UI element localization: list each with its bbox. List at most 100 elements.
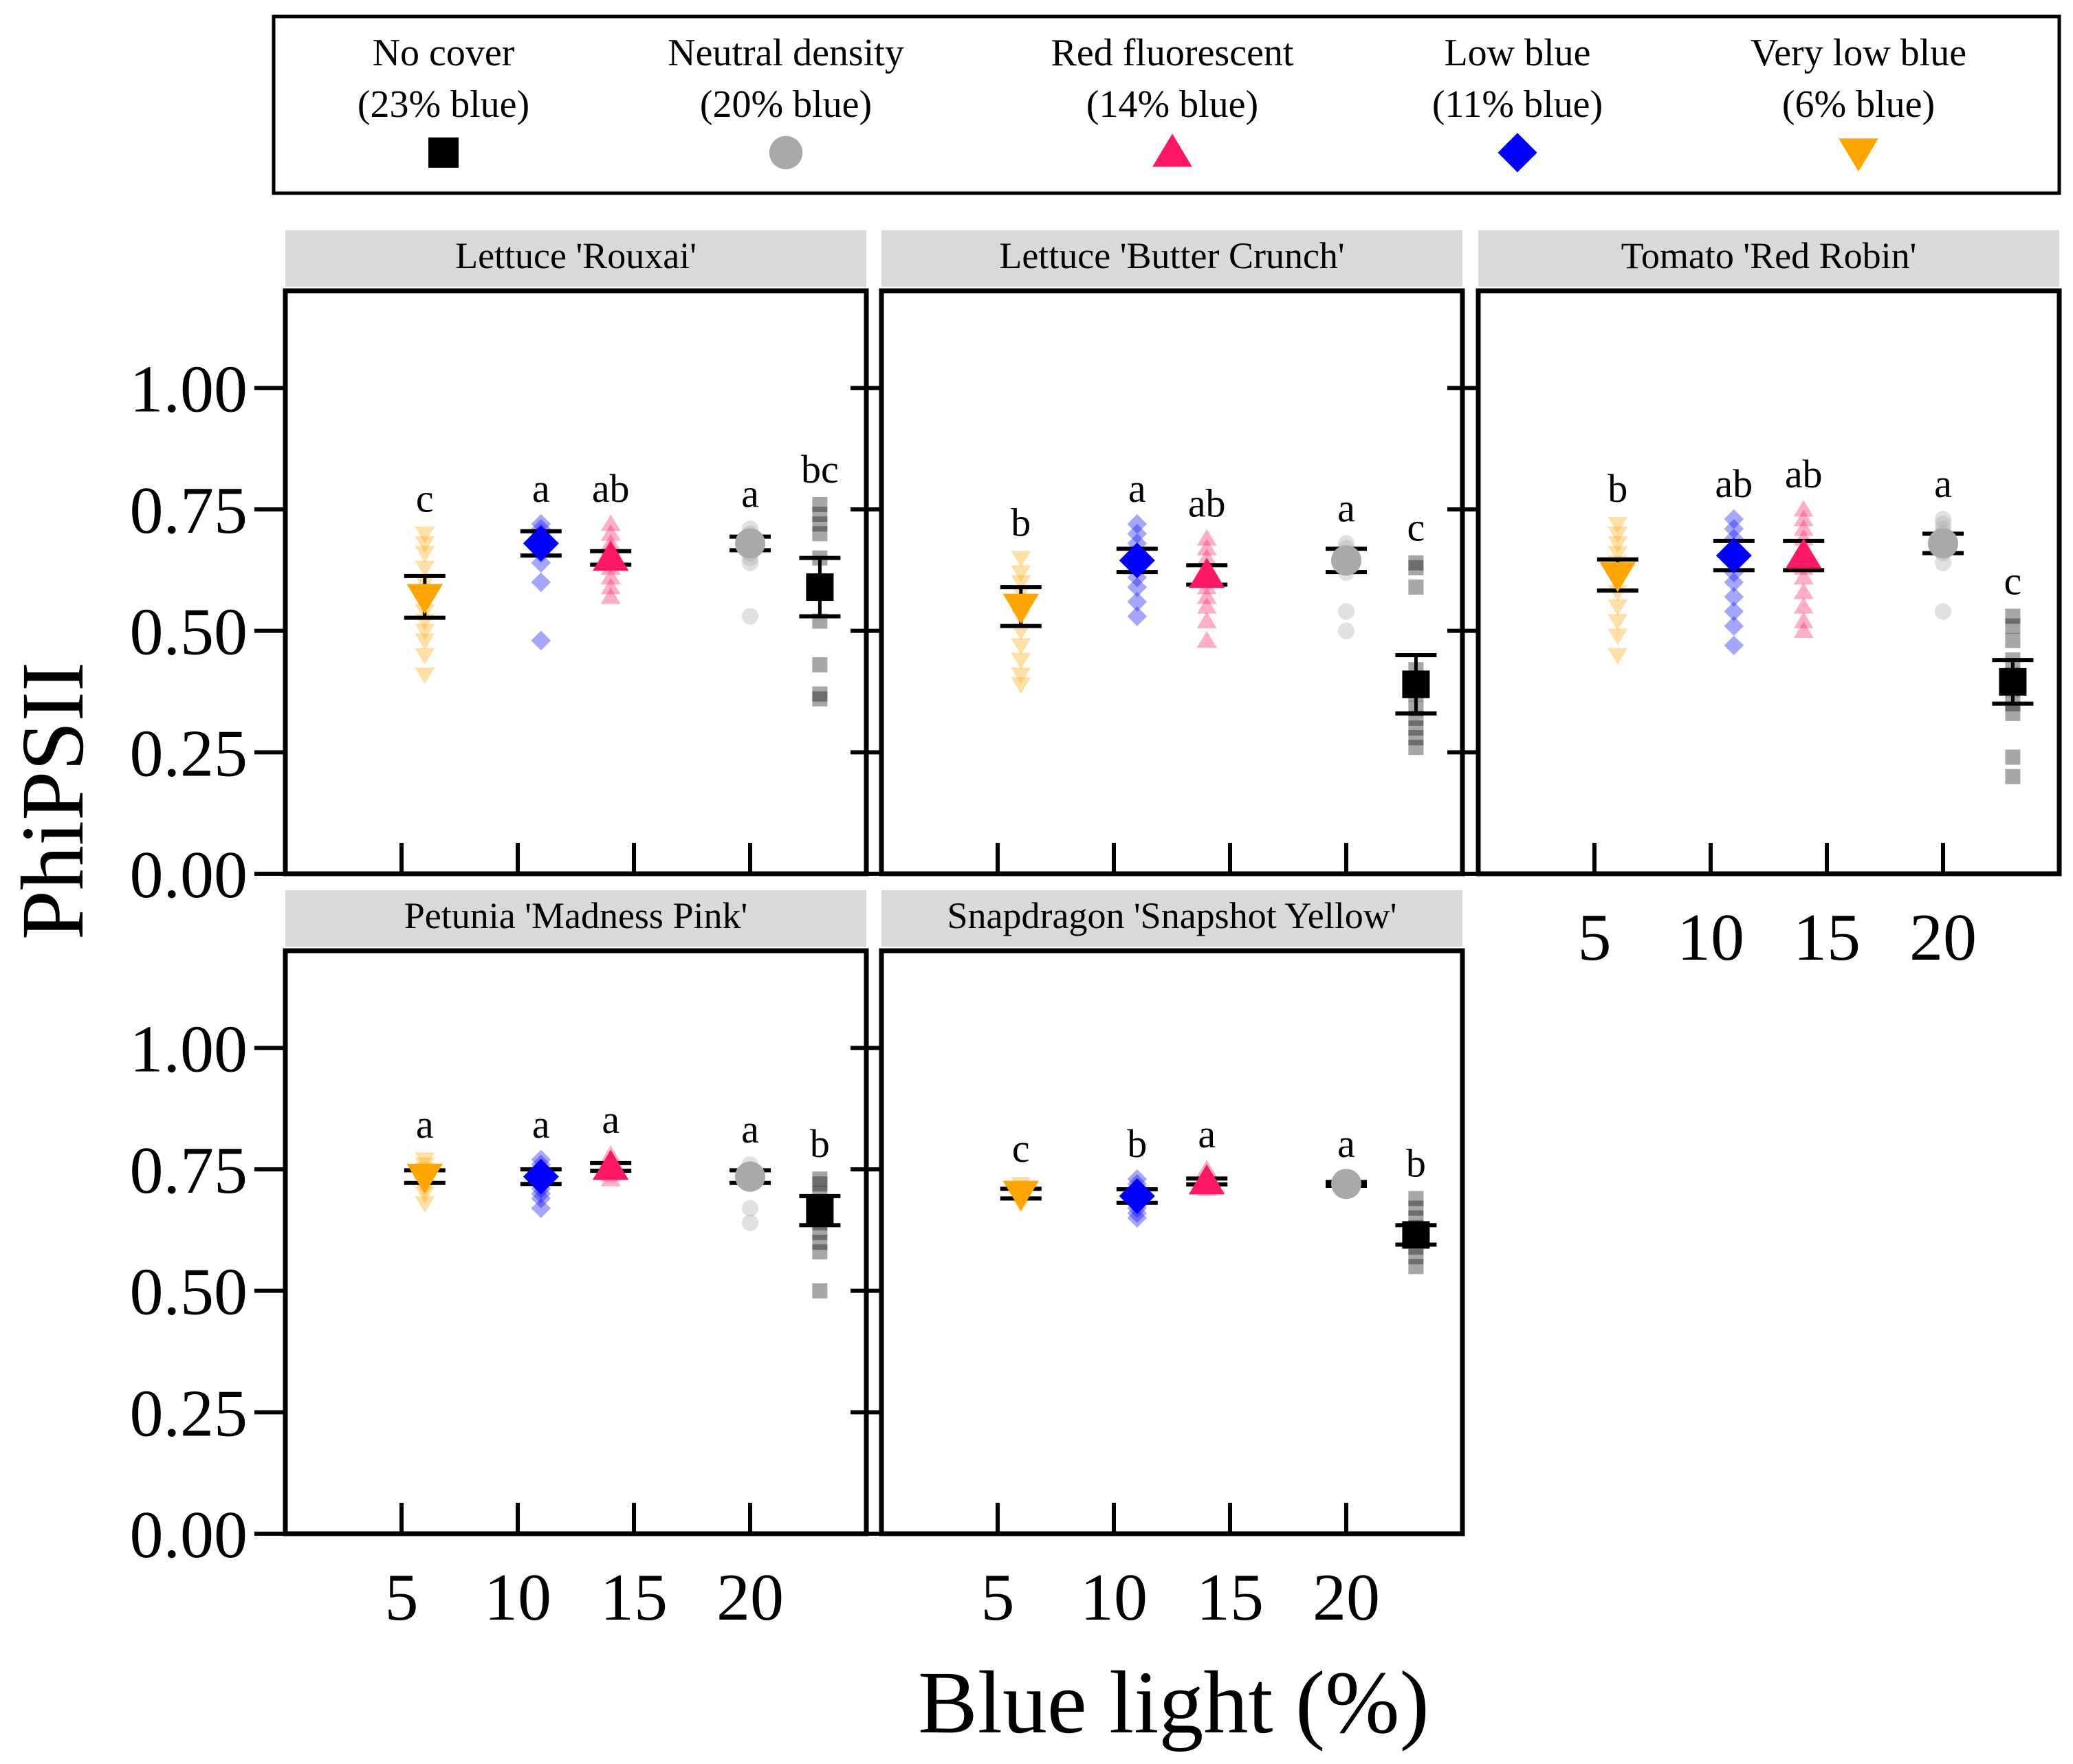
data-point-low_blue — [531, 1198, 551, 1218]
data-point-neutral — [1337, 603, 1355, 620]
data-point-red — [1793, 519, 1814, 536]
data-point-vlow_blue — [1011, 565, 1031, 582]
y-tick-label: 0.75 — [130, 474, 248, 548]
data-point-low_blue — [1724, 586, 1744, 607]
data-point-red — [1793, 597, 1814, 614]
x-tick-label: 15 — [1793, 901, 1861, 975]
significance-label-red: a — [602, 1097, 619, 1142]
mean-marker-no_cover — [1402, 1221, 1430, 1249]
significance-label-no_cover: c — [2004, 558, 2022, 603]
legend-label-no_cover: No cover — [373, 32, 515, 74]
data-point-red — [1793, 509, 1814, 527]
x-tick-label: 5 — [981, 1561, 1015, 1635]
panel-title: Snapdragon 'Snapshot Yellow' — [947, 895, 1397, 936]
x-tick-label: 15 — [600, 1561, 668, 1635]
mean-marker-vlow_blue — [406, 584, 443, 615]
mean-marker-red — [592, 1149, 629, 1180]
y-tick-label: 0.25 — [130, 1376, 248, 1451]
data-point-no_cover — [812, 1176, 828, 1192]
data-point-red — [1793, 582, 1814, 599]
data-point-vlow_blue — [415, 648, 435, 665]
significance-label-neutral: a — [1337, 485, 1355, 530]
y-axis-title: PhiPSII — [3, 662, 102, 940]
significance-label-vlow_blue: b — [1011, 500, 1031, 545]
data-point-no_cover — [812, 1171, 828, 1187]
mean-marker-low_blue — [1715, 538, 1752, 574]
data-point-no_cover — [1408, 730, 1424, 746]
data-point-vlow_blue — [415, 1152, 435, 1169]
mean-marker-vlow_blue — [406, 1163, 443, 1194]
panel-4: Petunia 'Madness Pink' 0.00 0.25 0.50 0.75 1.… — [130, 890, 869, 1635]
mean-marker-low_blue — [523, 1158, 559, 1195]
data-point-no_cover — [2005, 608, 2021, 624]
legend-sublabel-neutral: (20% blue) — [700, 83, 872, 126]
y-tick-label: 0.75 — [130, 1134, 248, 1208]
data-point-no_cover — [2005, 705, 2021, 721]
data-point-low_blue — [531, 514, 551, 534]
data-point-vlow_blue — [415, 633, 435, 650]
legend-sublabel-no_cover: (23% blue) — [358, 83, 529, 126]
x-tick-label: 5 — [385, 1561, 419, 1635]
significance-label-vlow_blue: a — [416, 1102, 434, 1147]
significance-label-red: ab — [1188, 481, 1226, 525]
significance-label-vlow_blue: c — [1012, 1126, 1030, 1171]
significance-label-red: ab — [592, 466, 630, 511]
data-point-no_cover — [2005, 618, 2021, 634]
data-point-vlow_blue — [415, 1196, 435, 1213]
data-point-low_blue — [1127, 577, 1148, 597]
data-point-red — [1793, 500, 1814, 517]
mean-marker-vlow_blue — [1002, 593, 1040, 624]
mean-marker-no_cover — [1999, 668, 2027, 696]
significance-label-low_blue: ab — [1715, 461, 1753, 506]
panel-5: Snapdragon 'Snapshot Yellow' 5 10 15 20 c b a a b — [851, 890, 1465, 1635]
legend-marker-vlow_blue — [1839, 138, 1878, 172]
y-tick-label: 0.00 — [130, 838, 248, 912]
legend-marker-low_blue — [1498, 133, 1537, 173]
y-tick-label: 0.25 — [130, 716, 248, 791]
data-point-low_blue — [531, 1189, 551, 1209]
x-tick-label: 15 — [1196, 1561, 1264, 1635]
data-point-neutral — [741, 554, 759, 571]
data-point-no_cover — [812, 691, 828, 707]
data-point-no_cover — [812, 657, 828, 673]
x-tick-label: 20 — [1313, 1561, 1380, 1635]
data-point-no_cover — [1408, 720, 1424, 736]
data-point-low_blue — [531, 630, 551, 651]
panel-strip — [881, 890, 1462, 947]
legend-sublabel-red: (14% blue) — [1086, 83, 1258, 126]
mean-marker-no_cover — [806, 573, 834, 602]
data-point-no_cover — [1408, 1249, 1424, 1265]
legend-label-low_blue: Low blue — [1444, 32, 1590, 74]
legend-label-vlow_blue: Very low blue — [1751, 32, 1966, 74]
mean-marker-low_blue — [1119, 542, 1155, 579]
legend-marker-no_cover — [428, 137, 459, 168]
y-tick-label: 0.50 — [130, 595, 248, 670]
y-tick-label: 0.00 — [130, 1498, 248, 1572]
data-point-no_cover — [1408, 555, 1424, 571]
data-point-red — [1793, 568, 1814, 585]
data-point-vlow_blue — [1011, 667, 1031, 685]
data-point-vlow_blue — [1608, 527, 1628, 544]
data-point-no_cover — [812, 1283, 828, 1299]
y-tick-label: 1.00 — [130, 1012, 248, 1086]
data-point-no_cover — [1408, 1191, 1424, 1206]
panel-1: Lettuce 'Rouxai'0.000.250.500.751.00c a ab… — [130, 230, 869, 912]
data-point-neutral — [1934, 554, 1952, 571]
data-point-vlow_blue — [1608, 599, 1628, 617]
data-point-vlow_blue — [1608, 648, 1628, 665]
panel-frame — [283, 288, 869, 877]
data-point-red — [1196, 538, 1217, 555]
significance-label-neutral: a — [1337, 1121, 1355, 1166]
data-point-vlow_blue — [1608, 628, 1628, 646]
data-point-red — [1196, 587, 1217, 604]
panel-strip — [285, 230, 866, 287]
data-point-no_cover — [1408, 580, 1424, 595]
data-point-no_cover — [812, 496, 828, 512]
significance-label-neutral: a — [741, 1107, 759, 1151]
data-point-vlow_blue — [1011, 677, 1031, 694]
data-point-red — [1196, 597, 1217, 614]
data-point-neutral — [1934, 516, 1952, 533]
panel-frame — [283, 948, 869, 1536]
significance-label-no_cover: b — [1406, 1140, 1426, 1185]
